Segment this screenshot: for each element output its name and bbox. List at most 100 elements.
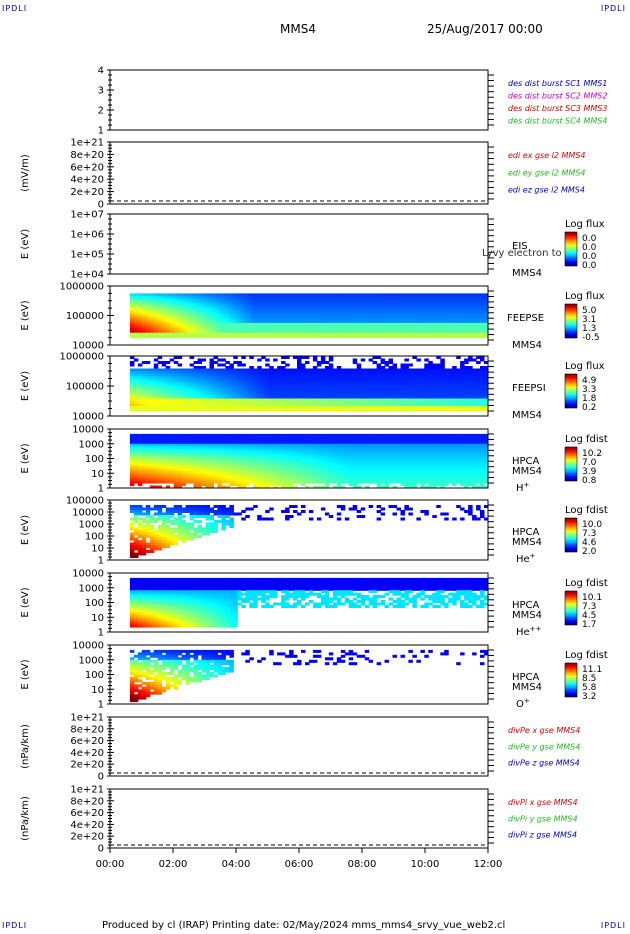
spectrogram-cell bbox=[209, 461, 214, 464]
spectrogram-cell bbox=[237, 453, 242, 457]
spectrogram-cell bbox=[229, 320, 234, 324]
spectrogram-cell bbox=[245, 398, 250, 402]
spectrogram-cell bbox=[336, 451, 342, 455]
spectrogram-cell bbox=[221, 446, 226, 450]
spectrogram-cell bbox=[189, 308, 195, 312]
spectrogram-cell bbox=[205, 475, 210, 479]
spectrogram-cell bbox=[328, 393, 334, 397]
spectrogram-cell bbox=[193, 310, 199, 314]
spectrogram-cell bbox=[312, 386, 318, 389]
spectrogram-cell bbox=[424, 393, 429, 397]
spectrogram-cell bbox=[161, 401, 167, 404]
spectrogram-cell bbox=[416, 327, 421, 331]
spectrogram-cell bbox=[293, 446, 298, 450]
spectrogram-cell bbox=[293, 378, 298, 382]
spectrogram-cell bbox=[416, 403, 421, 407]
spectrogram-cell bbox=[165, 376, 171, 379]
spectrogram-cell bbox=[185, 463, 191, 467]
spectrogram-cell bbox=[153, 381, 159, 384]
spectrogram-cell bbox=[153, 327, 159, 331]
spectrogram-cell bbox=[189, 303, 195, 307]
spectrogram-cell bbox=[336, 332, 342, 336]
spectrogram-cell bbox=[157, 325, 163, 329]
spectrogram-cell bbox=[289, 458, 294, 462]
spectrogram-cell bbox=[205, 376, 210, 379]
spectrogram-cell bbox=[360, 468, 366, 472]
spectrogram-cell bbox=[289, 408, 294, 412]
spectrogram-cell bbox=[153, 315, 159, 319]
spectrogram-cell bbox=[384, 451, 389, 455]
spectrogram-cell bbox=[273, 368, 278, 372]
spectrogram-cell bbox=[213, 396, 218, 399]
spectrogram-cell bbox=[281, 303, 286, 307]
spectrogram-cell bbox=[352, 456, 358, 459]
spectrogram-cell bbox=[456, 406, 461, 409]
spectrogram-cell bbox=[137, 295, 143, 299]
spectrogram-cell bbox=[209, 313, 214, 316]
spectrogram-cell bbox=[237, 485, 242, 489]
spectrogram-cell bbox=[372, 308, 378, 312]
spectrogram-cell bbox=[257, 303, 262, 307]
spectrogram-cell bbox=[476, 322, 481, 326]
spectrogram-cell bbox=[348, 318, 354, 321]
spectrogram-cell bbox=[372, 478, 378, 482]
spectrogram-cell bbox=[257, 308, 262, 312]
spectrogram-cell bbox=[217, 458, 222, 462]
spectrogram-cell bbox=[316, 298, 322, 302]
spectrogram-cell bbox=[253, 368, 258, 372]
spectrogram-cell bbox=[348, 313, 354, 316]
spectrogram-cell bbox=[432, 366, 437, 369]
spectrogram-cell bbox=[281, 305, 286, 309]
spectrogram-cell bbox=[273, 398, 278, 402]
spectrogram-cell bbox=[149, 335, 155, 339]
spectrogram-cell bbox=[312, 308, 318, 312]
spectrogram-cell bbox=[133, 303, 139, 307]
spectrogram-cell bbox=[137, 313, 143, 316]
spectrogram-cell bbox=[428, 373, 433, 377]
spectrogram-cell bbox=[237, 468, 242, 472]
spectrogram-cell bbox=[444, 368, 449, 372]
spectrogram-cell bbox=[324, 371, 330, 374]
spectrogram-cell bbox=[364, 453, 370, 457]
colorbar-title: Log flux bbox=[565, 219, 605, 230]
spectrogram-cell bbox=[336, 381, 342, 384]
spectrogram-cell bbox=[316, 315, 322, 319]
spectrogram-cell bbox=[356, 315, 362, 319]
spectrogram-cell bbox=[165, 308, 171, 312]
spectrogram-cell bbox=[356, 485, 362, 489]
spectrogram-cell bbox=[380, 298, 386, 302]
spectrogram-cell bbox=[145, 465, 151, 469]
spectrogram-cell bbox=[360, 391, 366, 394]
spectrogram-cell bbox=[348, 383, 354, 387]
spectrogram-cell bbox=[344, 330, 350, 334]
spectrogram-cell bbox=[185, 396, 191, 399]
spectrogram-cell bbox=[273, 463, 278, 467]
spectrogram-cell bbox=[332, 308, 338, 312]
spectrogram-cell bbox=[161, 298, 167, 302]
spectrogram-cell bbox=[428, 393, 433, 397]
spectrogram-cell bbox=[153, 391, 159, 394]
spectrogram-cell bbox=[197, 322, 202, 326]
spectrogram-cell bbox=[472, 305, 477, 309]
spectrogram-cell bbox=[193, 398, 199, 402]
spectrogram-cell bbox=[376, 318, 382, 321]
spectrogram-cell bbox=[404, 461, 409, 464]
spectrogram-cell bbox=[324, 470, 330, 474]
spectrogram-cell bbox=[145, 478, 151, 482]
spectrogram-cell bbox=[237, 371, 242, 374]
spectrogram-cell bbox=[320, 388, 326, 392]
spectrogram-cell bbox=[364, 313, 370, 316]
spectrogram-cell bbox=[293, 433, 298, 437]
spectrogram-cell bbox=[400, 327, 405, 331]
spectrogram-cell bbox=[436, 330, 441, 334]
spectrogram-cell bbox=[141, 458, 147, 462]
spectrogram-cell bbox=[157, 305, 163, 309]
spectrogram-cell bbox=[289, 468, 294, 472]
spectrogram-cell bbox=[384, 443, 389, 447]
spectrogram-cell bbox=[412, 378, 417, 382]
spectrogram-cell bbox=[420, 332, 425, 336]
spectrogram-cell bbox=[344, 436, 350, 440]
spectrogram-cell bbox=[428, 295, 433, 299]
spectrogram-cell bbox=[229, 315, 234, 319]
spectrogram-cell bbox=[352, 313, 358, 316]
